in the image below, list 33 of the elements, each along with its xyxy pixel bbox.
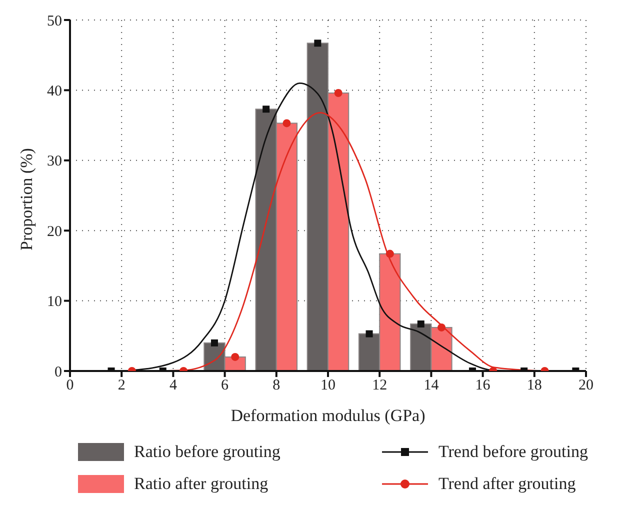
point (231, 352, 240, 361)
point (210, 339, 218, 346)
point (334, 89, 342, 98)
legend-label: Ratio after grouting (134, 474, 268, 494)
x-tick-label: 14 (424, 378, 440, 394)
point (282, 119, 291, 128)
x-tick-label: 12 (372, 378, 388, 394)
x-tick-label: 8 (272, 378, 280, 394)
legend-label: Trend before grouting (438, 442, 588, 462)
x-tick-label: 16 (475, 378, 491, 394)
point (262, 106, 270, 113)
x-axis-title: Deformation modulus (GPa) (230, 406, 426, 425)
x-tick-label: 10 (320, 378, 336, 394)
y-tick-label: 0 (54, 364, 62, 380)
point (438, 323, 446, 332)
x-tick-label: 4 (169, 378, 178, 394)
y-tick-label: 10 (47, 294, 62, 310)
y-tick-label: 30 (47, 154, 62, 170)
x-tick-label: 0 (66, 378, 74, 394)
x-tick-label: 6 (221, 378, 230, 394)
legend-label: Trend after grouting (438, 474, 576, 494)
y-tick-label: 50 (47, 13, 62, 30)
y-axis-title: Proportion (%) (17, 148, 36, 250)
y-tick-label: 20 (47, 224, 62, 240)
point (366, 330, 373, 338)
legend-label: Ratio before grouting (134, 442, 280, 462)
y-tick-label: 40 (47, 84, 62, 100)
x-tick-label: 18 (526, 378, 542, 394)
point (386, 250, 394, 258)
point (314, 40, 322, 47)
x-tick-label: 20 (578, 378, 594, 394)
x-tick-label: 2 (118, 378, 126, 394)
point (417, 320, 424, 328)
